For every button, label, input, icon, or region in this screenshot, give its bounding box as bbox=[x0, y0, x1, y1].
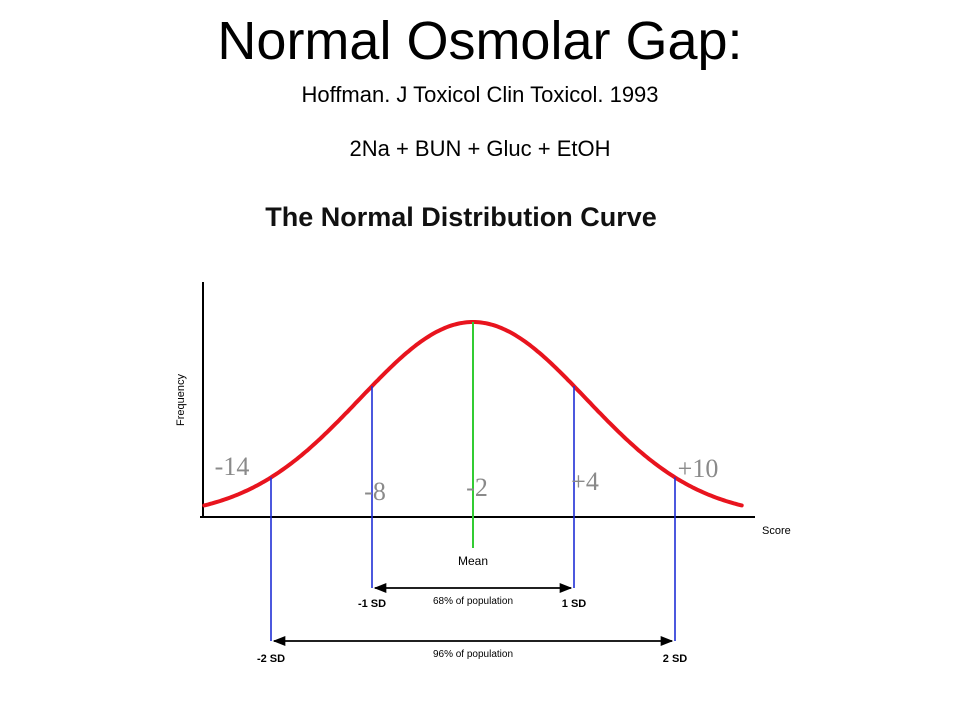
sd-label-2: 2 SD bbox=[663, 653, 688, 665]
sd-label-1: 1 SD bbox=[562, 598, 587, 610]
range-label-1: 96% of population bbox=[433, 649, 513, 660]
slide-title: Normal Osmolar Gap: bbox=[217, 11, 743, 71]
value-label-0: -2 bbox=[466, 473, 488, 502]
mean-label: Mean bbox=[458, 554, 488, 568]
sd-label--2: -2 SD bbox=[257, 653, 285, 665]
value-label-1: +4 bbox=[571, 467, 599, 496]
slide-subtitle: Hoffman. J Toxicol Clin Toxicol. 1993 bbox=[301, 82, 659, 107]
range-label-0: 68% of population bbox=[433, 596, 513, 607]
chart-title: The Normal Distribution Curve bbox=[265, 202, 657, 232]
value-label--1: -8 bbox=[364, 477, 386, 506]
sd-label--1: -1 SD bbox=[358, 598, 386, 610]
y-axis-label: Frequency bbox=[175, 374, 187, 426]
value-label-2: +10 bbox=[678, 454, 719, 483]
value-label--2: -14 bbox=[215, 452, 250, 481]
x-axis-label: Score bbox=[762, 525, 791, 537]
osmolar-formula: 2Na + BUN + Gluc + EtOH bbox=[349, 136, 611, 161]
